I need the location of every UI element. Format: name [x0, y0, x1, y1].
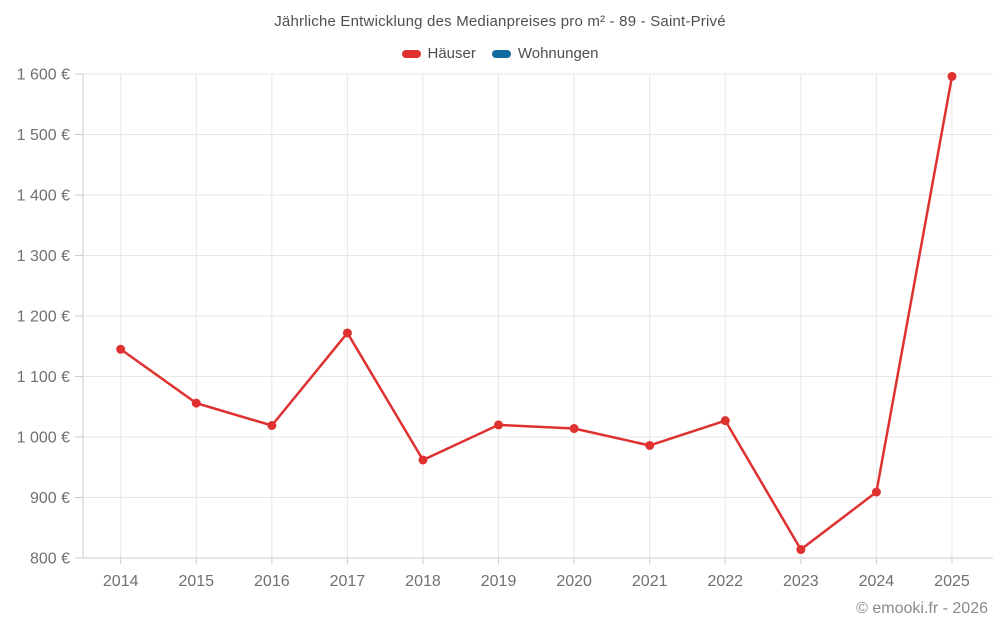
x-tick-label-2020: 2020: [556, 573, 592, 590]
data-point-2021[interactable]: [645, 440, 655, 450]
y-tick-label: 1 100 €: [17, 369, 70, 386]
x-tick-label-2018: 2018: [405, 573, 441, 590]
y-tick-label: 1 200 €: [17, 309, 70, 326]
legend-item-haeuser[interactable]: Häuser: [401, 45, 476, 62]
y-tick-label: 900 €: [30, 490, 70, 507]
data-point-2016[interactable]: [267, 421, 277, 431]
data-point-2023[interactable]: [796, 545, 806, 555]
x-tick-label-2022: 2022: [707, 573, 743, 590]
y-tick-label: 800 €: [30, 551, 70, 568]
x-tick-label-2014: 2014: [103, 573, 139, 590]
data-point-2017[interactable]: [342, 328, 352, 338]
legend-label-wohnungen: Wohnungen: [517, 45, 599, 62]
y-tick-label: 1 400 €: [17, 188, 70, 205]
y-tick-label: 1 500 €: [17, 127, 70, 144]
chart-title: Jährliche Entwicklung des Medianpreises …: [274, 13, 726, 30]
x-tick-label-2015: 2015: [178, 573, 214, 590]
x-tick-label-2017: 2017: [330, 573, 366, 590]
axes: [82, 74, 993, 559]
y-tick-label: 1 300 €: [17, 248, 70, 265]
x-tick-label-2016: 2016: [254, 573, 290, 590]
data-point-2022[interactable]: [720, 416, 730, 426]
copyright-text: © emooki.fr - 2026: [856, 600, 988, 617]
legend-item-wohnungen[interactable]: Wohnungen: [491, 45, 599, 62]
data-point-2020[interactable]: [569, 424, 579, 434]
y-tick-label: 1 600 €: [17, 67, 70, 84]
gridlines: [75, 73, 993, 564]
x-tick-label-2021: 2021: [632, 573, 668, 590]
haeuser-series-points: [116, 71, 957, 555]
y-axis-labels: 800 € 900 € 1 000 € 1 100 € 1 200 € 1 300 € 1 …: [17, 67, 70, 568]
x-axis-labels: 2014 2015 2016 2017 2018 2019 2020 2021 2022 2023…: [103, 573, 970, 590]
data-point-2015[interactable]: [191, 398, 201, 408]
legend-label-haeuser: Häuser: [427, 45, 476, 62]
data-point-2025[interactable]: [947, 71, 957, 81]
x-tick-label-2024: 2024: [859, 573, 895, 590]
data-point-2019[interactable]: [494, 420, 504, 430]
haeuser-series-line[interactable]: [119, 75, 954, 551]
data-point-2014[interactable]: [116, 344, 126, 354]
data-point-2024[interactable]: [871, 487, 881, 497]
x-tick-label-2019: 2019: [481, 573, 517, 590]
y-tick-label: 1 000 €: [17, 430, 70, 447]
wohnungen-series-swatch: [491, 49, 511, 58]
legend: Häuser Wohnungen: [0, 45, 1000, 62]
haeuser-series-swatch: [401, 49, 421, 58]
x-tick-label-2025: 2025: [934, 573, 970, 590]
x-tick-label-2023: 2023: [783, 573, 819, 590]
data-point-2018[interactable]: [418, 455, 428, 465]
